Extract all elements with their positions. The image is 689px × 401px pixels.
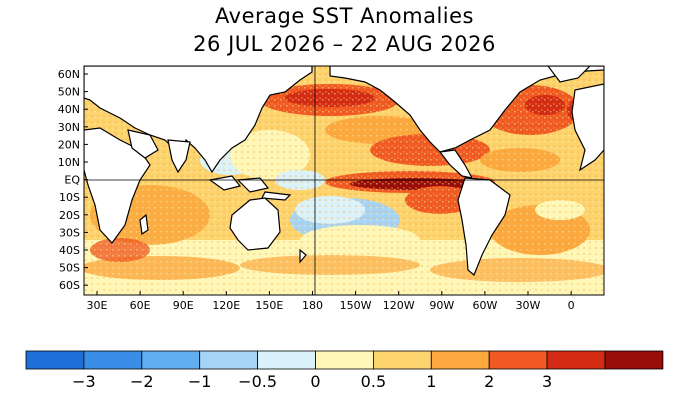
lat-label: 20S <box>59 209 80 222</box>
legend-swatch <box>430 350 490 370</box>
lat-label: 40S <box>59 244 80 257</box>
legend-swatch <box>604 350 664 370</box>
lat-label: 10S <box>59 191 80 204</box>
legend-label: 2 <box>484 372 494 391</box>
legend-swatch <box>83 350 143 370</box>
legend-label: −2 <box>130 372 154 391</box>
lat-label: 30N <box>58 121 80 134</box>
lat-label: 20N <box>58 138 80 151</box>
lon-label: 90W <box>429 299 454 312</box>
lon-label: 60W <box>472 299 497 312</box>
lon-label: 150W <box>340 299 372 312</box>
legend-label: −3 <box>72 372 96 391</box>
legend-label: 0.5 <box>361 372 386 391</box>
lon-label: 30E <box>87 299 108 312</box>
lat-label: 10N <box>58 156 80 169</box>
lat-label: 30S <box>59 226 80 239</box>
lon-label: 60E <box>130 299 151 312</box>
legend-label: −1 <box>188 372 212 391</box>
lon-label: 150E <box>255 299 283 312</box>
longitude-axis: 30E 60E 90E 120E 150E 180 150W 120W 90W 60W 30W 0 <box>87 291 575 312</box>
land-masses <box>84 66 604 276</box>
lat-label: 50N <box>58 86 80 99</box>
legend-swatch <box>141 350 201 370</box>
color-legend: −3 −2 −1 −0.5 0 0.5 1 2 3 <box>25 350 664 391</box>
legend-swatch <box>315 350 374 370</box>
legend-label: 0 <box>310 372 320 391</box>
lat-label: 60S <box>59 279 80 292</box>
lon-label: 30W <box>516 299 541 312</box>
map-title: Average SST Anomalies <box>215 4 474 28</box>
lat-label: 60N <box>58 68 80 81</box>
lat-label: 40N <box>58 103 80 116</box>
legend-swatch <box>199 350 258 370</box>
legend-label: −0.5 <box>238 372 277 391</box>
lat-label: 50S <box>59 262 80 275</box>
legend-swatch <box>546 350 606 370</box>
map-date-range: 26 JUL 2026 – 22 AUG 2026 <box>193 32 496 56</box>
legend-swatch <box>372 350 432 370</box>
anomaly-field <box>84 66 604 295</box>
legend-swatch <box>257 350 316 370</box>
legend-swatch <box>25 350 85 370</box>
lat-label: EQ <box>64 174 80 187</box>
legend-label: 1 <box>426 372 436 391</box>
map-frame <box>83 65 605 296</box>
lon-label: 180 <box>302 299 323 312</box>
latitude-axis: 60N 50N 40N 30N 20N 10N EQ 10S 20S 30S 40S 50S 60S <box>58 68 88 292</box>
legend-label: 3 <box>542 372 552 391</box>
lon-label: 120E <box>212 299 240 312</box>
lon-label: 120W <box>383 299 415 312</box>
lon-label: 90E <box>173 299 194 312</box>
legend-swatch <box>488 350 548 370</box>
lon-label: 0 <box>568 299 575 312</box>
